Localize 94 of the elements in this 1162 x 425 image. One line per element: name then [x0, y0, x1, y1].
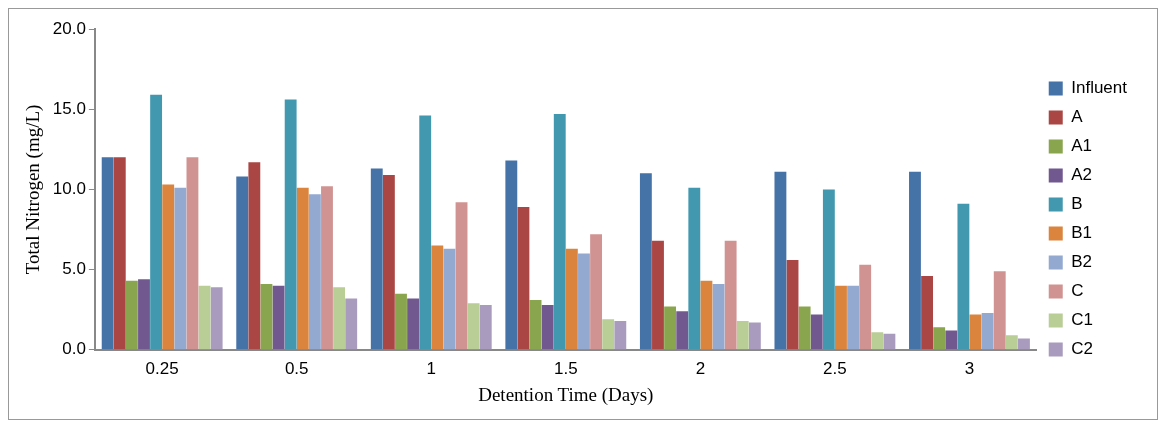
- bar: [945, 330, 958, 350]
- bar: [260, 284, 273, 350]
- bar: [1005, 335, 1018, 350]
- bar: [909, 171, 921, 350]
- bar: [125, 280, 138, 350]
- bar: [419, 115, 432, 350]
- bar: [724, 240, 737, 350]
- bar: [272, 285, 285, 350]
- x-tick-label: 1: [426, 358, 436, 378]
- bar: [578, 253, 590, 350]
- bar: [957, 203, 970, 350]
- bar: [321, 186, 333, 350]
- legend-label: B1: [1071, 223, 1093, 243]
- bar: [835, 285, 847, 350]
- bar: [748, 322, 761, 350]
- bar: [150, 94, 163, 350]
- bar: [517, 207, 530, 350]
- bar: [565, 248, 578, 350]
- x-tick-label: 3: [964, 358, 975, 378]
- bar: [529, 300, 542, 350]
- bar: [921, 276, 934, 350]
- bar: [712, 284, 725, 350]
- bar: [1018, 338, 1030, 350]
- bar: [700, 280, 713, 350]
- legend-label: C: [1071, 281, 1084, 301]
- bar: [614, 320, 627, 350]
- bar: [333, 287, 346, 350]
- bar: [969, 314, 982, 350]
- bar: [248, 162, 261, 350]
- bar: [676, 311, 689, 350]
- bar: [774, 171, 787, 350]
- y-tick-label: 0.0: [62, 339, 86, 359]
- bar: [736, 320, 749, 350]
- x-tick-label: 0.25: [145, 358, 179, 378]
- bar: [639, 173, 652, 350]
- bar: [859, 264, 872, 350]
- y-axis-title: Total Nitrogen (mg/L): [22, 104, 45, 275]
- y-tick-label: 5.0: [62, 259, 86, 279]
- x-tick-label: 2: [695, 358, 706, 378]
- bar: [505, 160, 518, 350]
- x-tick-label: 1.5: [553, 358, 578, 378]
- bar: [786, 259, 799, 350]
- bar: [113, 157, 126, 350]
- bar: [883, 333, 896, 350]
- legend-label: C1: [1071, 310, 1093, 330]
- bar: [236, 176, 249, 350]
- bar: [822, 189, 835, 350]
- bar: [455, 202, 468, 350]
- bar: [933, 327, 946, 350]
- legend-label: C2: [1071, 339, 1093, 359]
- bar: [382, 174, 395, 350]
- legend-label: A: [1071, 107, 1084, 127]
- bar: [370, 168, 383, 350]
- bar: [174, 187, 187, 350]
- bar: [162, 184, 175, 350]
- bar: [443, 248, 456, 350]
- bar: [467, 303, 480, 350]
- bar: [871, 332, 884, 350]
- y-tick-label: 10.0: [52, 179, 86, 199]
- bar: [284, 99, 297, 350]
- bar: [479, 304, 492, 350]
- bar: [602, 319, 615, 350]
- bar: [395, 293, 407, 350]
- bar: [981, 312, 994, 350]
- bar: [345, 298, 358, 350]
- bar: [210, 287, 223, 350]
- bar: [308, 194, 321, 350]
- bar: [993, 271, 1006, 350]
- bar: [652, 240, 664, 350]
- bar: [296, 187, 309, 350]
- legend-label: B2: [1071, 252, 1093, 272]
- bar: [688, 187, 701, 350]
- bar: [198, 285, 211, 350]
- y-tick-label: 15.0: [52, 98, 86, 118]
- bar: [810, 314, 823, 350]
- x-tick-label: 2.5: [823, 358, 847, 378]
- bar: [590, 234, 603, 350]
- bar: [553, 114, 566, 350]
- bar: [541, 304, 554, 350]
- bar: [798, 306, 811, 350]
- legend-label: Influent: [1071, 78, 1128, 98]
- bar: [847, 285, 860, 350]
- y-tick-label: 20.0: [52, 18, 86, 38]
- legend-label: A1: [1071, 136, 1093, 156]
- bar: [186, 157, 199, 350]
- legend-label: B: [1071, 194, 1083, 214]
- legend-label: A2: [1071, 165, 1093, 185]
- x-tick-label: 0.5: [284, 358, 309, 378]
- bar: [138, 279, 150, 350]
- bar: [407, 298, 420, 350]
- bar: [431, 245, 444, 350]
- bar: [101, 157, 114, 350]
- bar: [664, 306, 677, 350]
- x-axis-title: Detention Time (Days): [478, 383, 654, 406]
